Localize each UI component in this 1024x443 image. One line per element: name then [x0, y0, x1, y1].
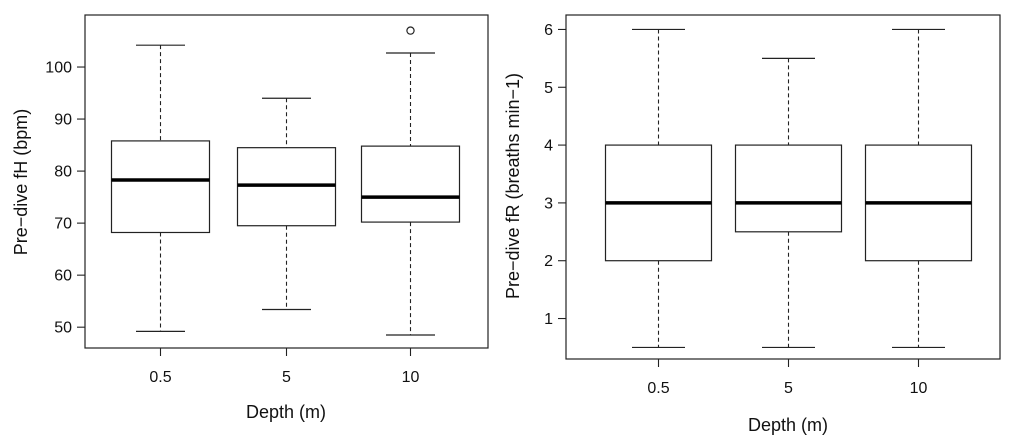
- x-tick-label: 5: [282, 369, 291, 386]
- y-tick-label: 5: [544, 80, 553, 97]
- x-tick-label: 5: [784, 380, 793, 397]
- box-0.5: [604, 28, 713, 349]
- y-tick-label: 2: [544, 253, 553, 270]
- box-10: [864, 28, 973, 349]
- y-tick-label: 6: [544, 22, 553, 39]
- box-5: [734, 57, 843, 349]
- x-axis: 0.5 5 10: [149, 348, 420, 386]
- chart-panel-fr: 1 2 3 4 5 6 0.5 5 10 Depth (m) Pre−dive fR (bre…: [503, 14, 1001, 435]
- y-axis-label: Pre−dive fH (bpm): [11, 109, 31, 256]
- y-tick-label: 60: [54, 268, 72, 285]
- y-axis: 50 60 70 80 90 100: [45, 60, 85, 337]
- x-axis: 0.5 5 10: [647, 359, 928, 397]
- y-axis: 1 2 3 4 5 6: [544, 22, 566, 328]
- y-tick-label: 100: [45, 60, 72, 77]
- iqr-box: [734, 144, 843, 233]
- iqr-box: [110, 140, 211, 234]
- y-tick-label: 50: [54, 320, 72, 337]
- boxplot-marks: [110, 26, 461, 336]
- x-axis-label: Depth (m): [246, 402, 326, 422]
- y-tick-label: 70: [54, 216, 72, 233]
- x-tick-label: 10: [402, 369, 420, 386]
- x-tick-label: 10: [910, 380, 928, 397]
- outlier-point: [406, 26, 415, 35]
- y-tick-label: 3: [544, 195, 553, 212]
- boxplot-marks: [604, 28, 973, 349]
- x-tick-label: 0.5: [149, 369, 171, 386]
- box-5: [236, 97, 337, 311]
- iqr-box: [360, 145, 461, 223]
- chart-panel-fh: 50 60 70 80 90 100 0.5 5 10 Depth (m) Pre−dive …: [11, 14, 489, 422]
- y-tick-label: 90: [54, 112, 72, 129]
- x-axis-label: Depth (m): [748, 415, 828, 435]
- box-10: [360, 26, 461, 336]
- y-tick-label: 4: [544, 138, 553, 155]
- x-tick-label: 0.5: [647, 380, 669, 397]
- y-tick-label: 80: [54, 164, 72, 181]
- box-0.5: [110, 44, 211, 332]
- plot-frame: [565, 14, 1001, 360]
- y-axis-label: Pre−dive fR (breaths min−1): [503, 73, 523, 299]
- y-tick-label: 1: [544, 311, 553, 328]
